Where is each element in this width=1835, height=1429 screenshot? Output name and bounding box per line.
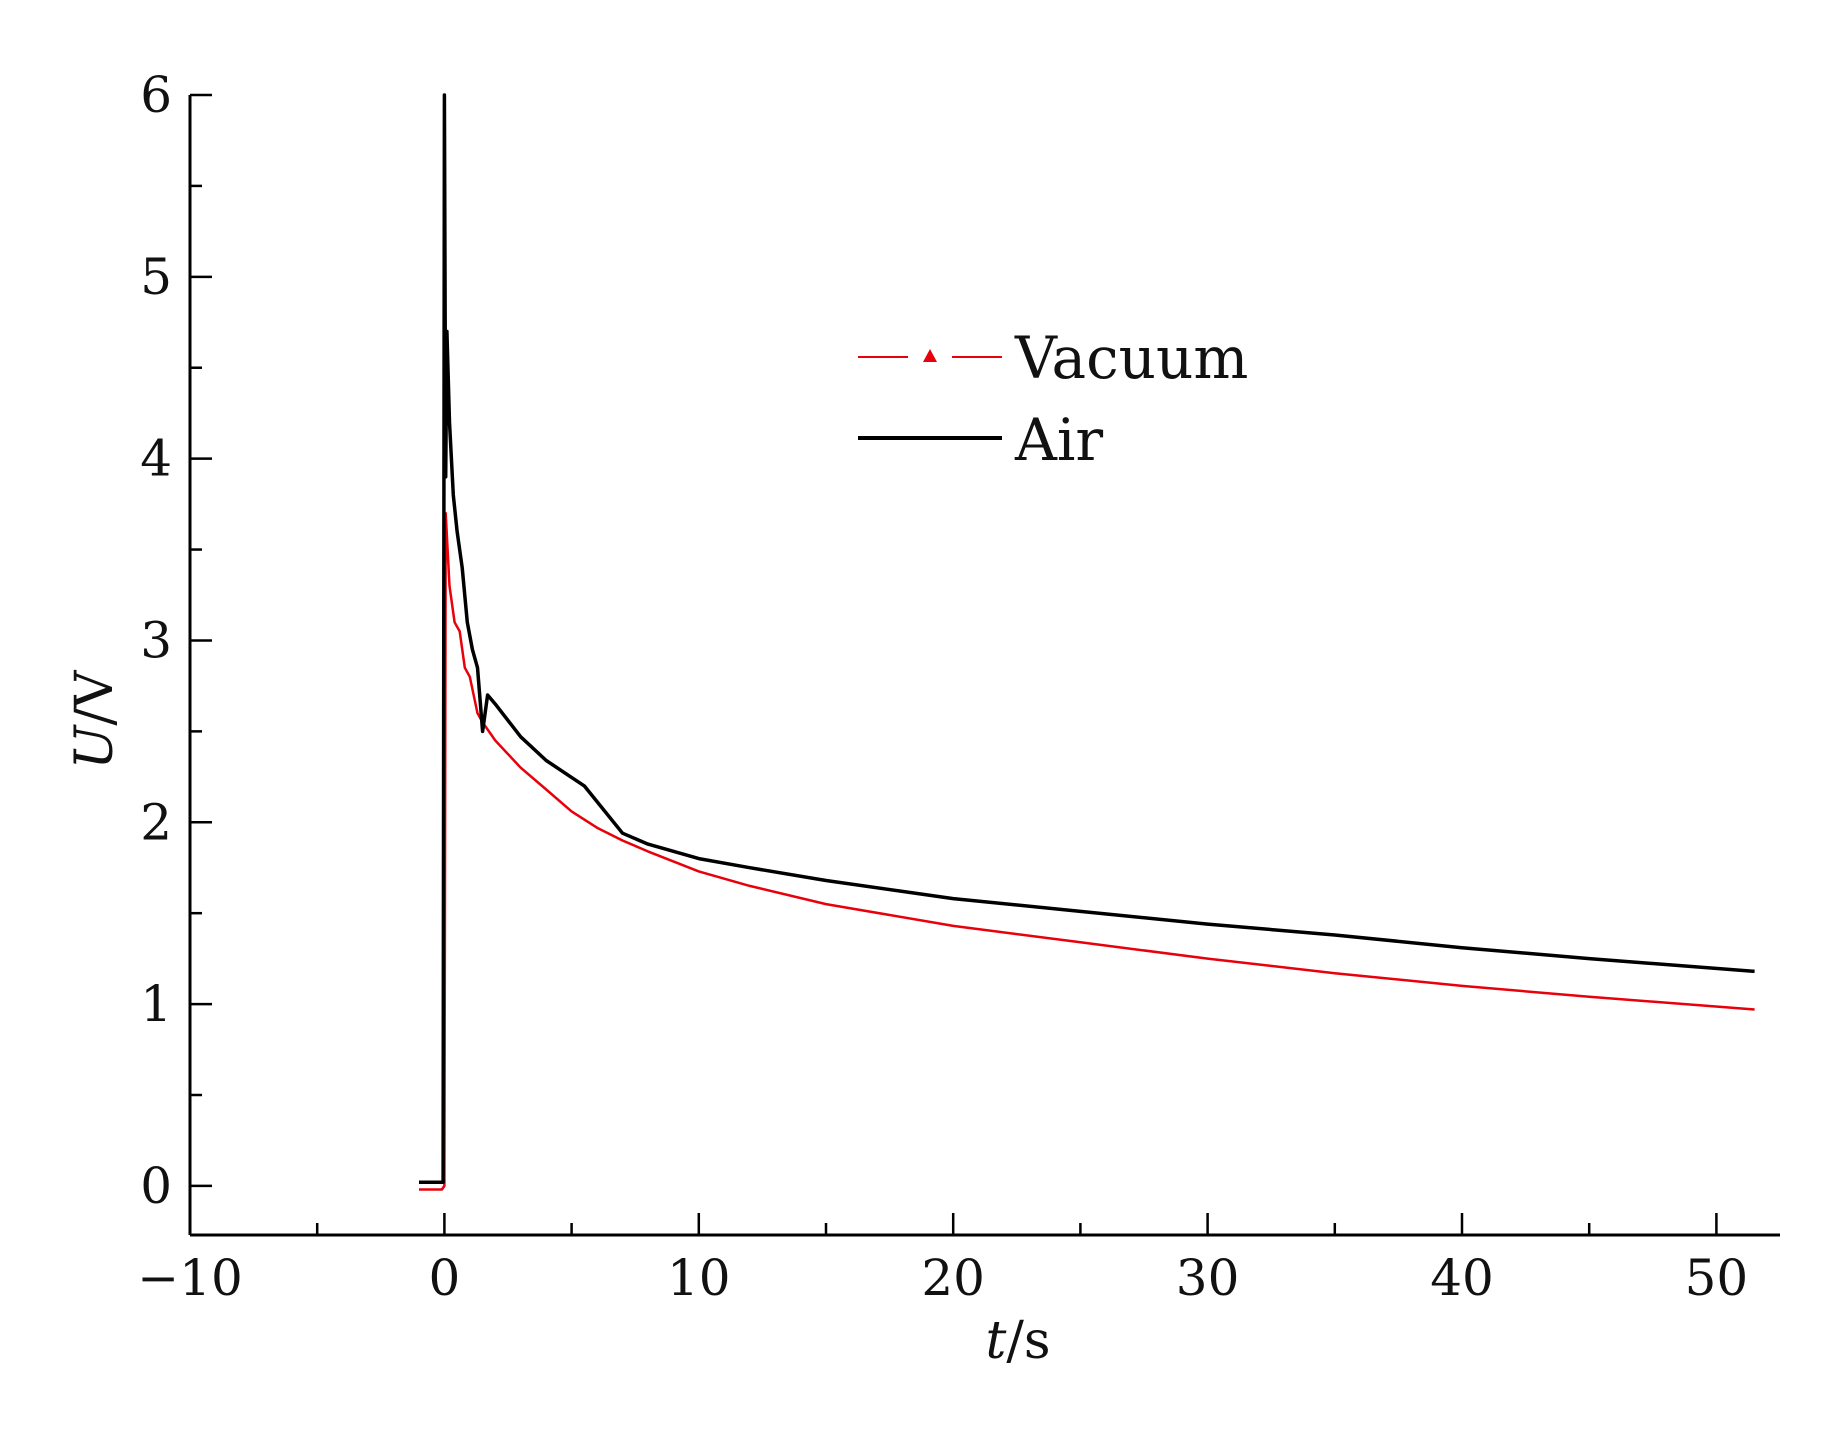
x-tick-label: 20 (921, 1249, 985, 1307)
y-axis-label: U/V (65, 669, 125, 769)
x-tick-label: 50 (1685, 1249, 1749, 1307)
y-tick-label: 5 (140, 248, 172, 306)
y-tick-label: 4 (140, 430, 172, 488)
x-axis-label-unit: /s (1006, 1311, 1050, 1371)
x-tick-label: 30 (1176, 1249, 1240, 1307)
series-line-air (419, 93, 1755, 1185)
x-axis-label: t/s (985, 1311, 1050, 1371)
series-line-vacuum (419, 511, 1755, 1191)
legend-marker-vacuum (923, 349, 937, 362)
y-tick-label: 3 (140, 611, 172, 669)
legend-item-air: Air (858, 406, 1103, 474)
x-tick-label: 0 (428, 1249, 460, 1307)
y-tick-label: 2 (140, 793, 172, 851)
legend-item-vacuum: Vacuum (858, 324, 1248, 392)
legend: Vacuum Air (858, 324, 1248, 474)
x-axis-label-italic: t (985, 1311, 1006, 1371)
axes (188, 95, 1780, 1237)
legend-label-vacuum: Vacuum (1014, 324, 1248, 392)
x-tick-label: 10 (667, 1249, 731, 1307)
x-tick-label: −10 (137, 1249, 243, 1307)
ticks: −10 0 10 20 30 40 50 0 1 2 3 4 5 6 (137, 66, 1748, 1307)
x-tick-label: 40 (1430, 1249, 1494, 1307)
y-tick-label: 1 (140, 975, 172, 1033)
series-lines (419, 93, 1755, 1191)
y-axis-label-unit: /V (65, 669, 125, 726)
legend-label-air: Air (1014, 406, 1103, 474)
y-axis-label-italic: U (65, 723, 125, 769)
y-tick-label: 6 (140, 66, 172, 124)
y-tick-label: 0 (140, 1157, 172, 1215)
